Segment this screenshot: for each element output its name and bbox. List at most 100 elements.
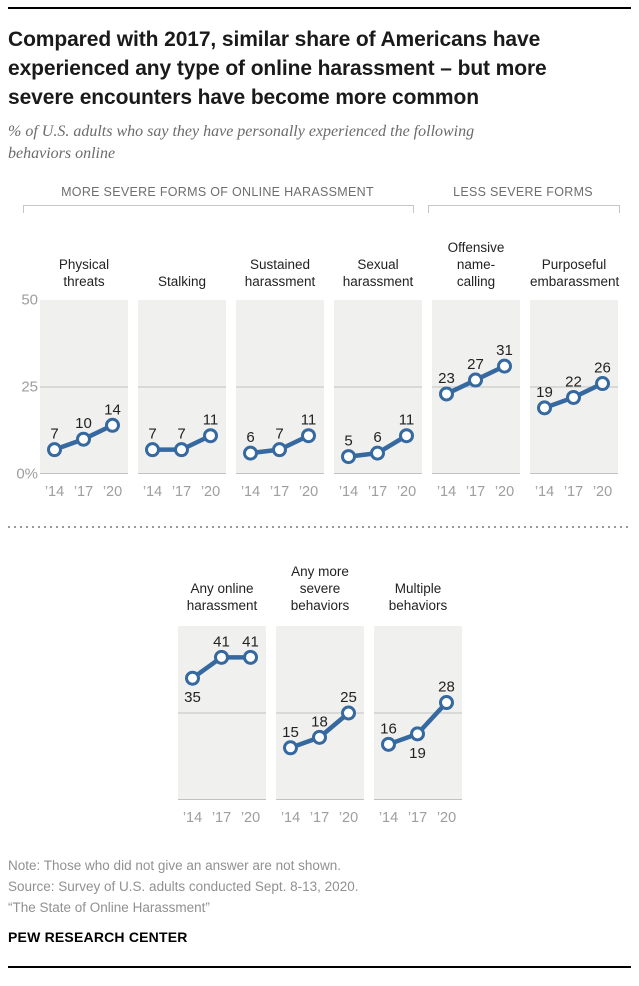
value-label: 11: [399, 412, 415, 429]
data-point: [381, 736, 396, 752]
chart-label-line: harassment: [244, 274, 316, 289]
value-label: 14: [104, 401, 121, 418]
data-point: [243, 445, 258, 461]
chart-page: Compared with 2017, similar share of Ame…: [0, 7, 639, 968]
value-label: 41: [242, 633, 259, 650]
chart-label-line: threats: [63, 274, 105, 289]
chart-label-line: Physical: [58, 257, 110, 272]
pew-research-center-brand: PEW RESEARCH CENTER: [8, 929, 188, 945]
chart-label-any-more-severe-behaviors: Any more severe behaviors: [273, 563, 367, 614]
source-text: Source: Survey of U.S. adults conducted …: [8, 879, 359, 894]
bracket-less-severe: [428, 205, 620, 213]
group-headers: MORE SEVERE FORMS OF ONLINE HARASSMENT L…: [8, 185, 631, 201]
value-label: 5: [344, 433, 352, 450]
data-point: [341, 705, 356, 721]
value-label: 18: [311, 713, 328, 730]
value-label: 7: [177, 426, 185, 443]
chart-label-stalking: Stalking: [135, 273, 229, 290]
data-point: [272, 442, 287, 458]
data-point: [410, 726, 425, 742]
chart-label-physical-threats: Physical threats: [37, 256, 131, 290]
group-header-less-severe: LESS SEVERE FORMS: [453, 185, 593, 199]
value-label: 26: [594, 360, 611, 377]
data-point: [439, 386, 454, 402]
chart-label-line: Purposeful: [541, 257, 607, 272]
chart-label-line: calling: [456, 274, 496, 289]
x-axis-label: ’17: [270, 484, 289, 500]
x-axis-label: ’20: [241, 810, 260, 826]
chart-svg-sexual-harassment: 5 6 11 ’14 ’17 ’20: [334, 300, 422, 500]
value-label: 6: [246, 429, 254, 446]
report-title-text: “The State of Online Harassment”: [8, 900, 210, 915]
value-label: 28: [438, 679, 455, 696]
chart-label-line: behaviors: [290, 598, 350, 613]
value-label: 15: [282, 724, 299, 741]
data-point: [439, 695, 454, 711]
chart-label-line: name-: [456, 257, 496, 272]
chart-stalking: 7 7 11 ’14 ’17 ’20: [138, 300, 226, 507]
chart-label-any-online-harassment: Any online harassment: [175, 580, 269, 614]
chart-svg-stalking: 7 7 11 ’14 ’17 ’20: [138, 300, 226, 500]
subtitle-line: % of U.S. adults who say they have perso…: [8, 123, 475, 140]
data-point: [312, 729, 327, 745]
chart-svg-multiple-behaviors: 16 19 28 ’14 ’17 ’20: [374, 626, 462, 826]
x-axis-label: ’14: [535, 484, 554, 500]
title-line: Compared with 2017, similar share of Ame…: [8, 28, 541, 51]
chart-svg-physical-threats: 7 10 14 ’14 ’17 ’20: [40, 300, 128, 500]
value-label: 10: [75, 415, 92, 432]
chart-label-line: Any online: [190, 581, 254, 596]
x-axis-label: ’14: [45, 484, 64, 500]
y-axis-tick-50: 50: [21, 291, 38, 309]
chart-subtitle: % of U.S. adults who say they have perso…: [8, 121, 631, 165]
top-charts-row: 50 25 0% 7 10 14 ’14 ’17 ’20 7 7 11 ’14 ’17 ’20 6 7 11…: [8, 292, 631, 507]
value-label: 16: [380, 720, 397, 737]
y-axis-tick-25: 25: [21, 378, 38, 396]
data-point: [214, 649, 229, 665]
x-axis-label: ’14: [241, 484, 260, 500]
chart-label-line: Stalking: [157, 274, 207, 289]
x-axis-label: ’20: [299, 484, 318, 500]
bottom-rule: [8, 966, 631, 968]
value-label: 35: [184, 689, 201, 706]
value-label: 41: [213, 633, 230, 650]
group-header-more-severe: MORE SEVERE FORMS OF ONLINE HARASSMENT: [61, 185, 374, 199]
chart-label-line: Sexual: [357, 257, 399, 272]
x-axis-label: ’14: [183, 810, 202, 826]
x-axis-label: ’14: [339, 484, 358, 500]
x-axis-label: ’20: [593, 484, 612, 500]
chart-svg-any-more-severe-behaviors: 15 18 25 ’14 ’17 ’20: [276, 626, 364, 826]
data-point: [203, 428, 218, 444]
chart-label-purposeful-embarassment: Purposeful embarassment: [527, 256, 621, 290]
value-label: 31: [496, 342, 513, 359]
x-axis-label: ’20: [397, 484, 416, 500]
x-axis-label: ’20: [495, 484, 514, 500]
bottom-charts-row: 35 41 41 ’14 ’17 ’20 15 18 25 ’14 ’17 ’20 16 19 28 ’14 ’…: [8, 626, 631, 833]
x-axis-label: ’17: [310, 810, 329, 826]
data-point: [370, 445, 385, 461]
value-label: 19: [409, 745, 426, 762]
bottom-chart-labels-row: Any online harassment Any more severe behavi…: [8, 550, 631, 614]
chart-any-more-severe-behaviors: 15 18 25 ’14 ’17 ’20: [276, 626, 364, 833]
x-axis-label: ’14: [143, 484, 162, 500]
chart-purposeful-embarassment: 19 22 26 ’14 ’17 ’20: [530, 300, 618, 507]
top-chart-labels-row: Physical threats Stalking Sustained harassme…: [8, 220, 631, 290]
value-label: 11: [301, 412, 317, 429]
data-point: [497, 358, 512, 374]
value-label: 25: [340, 689, 357, 706]
x-axis-label: ’20: [103, 484, 122, 500]
chart-label-line: Offensive: [447, 240, 505, 255]
group-brackets: [8, 205, 631, 214]
data-point: [399, 428, 414, 444]
chart-label-offensive-name-calling: Offensive name-calling: [429, 239, 523, 290]
value-label: 23: [438, 370, 455, 387]
page-title: Compared with 2017, similar share of Ame…: [8, 25, 631, 112]
chart-any-online-harassment: 35 41 41 ’14 ’17 ’20: [178, 626, 266, 833]
chart-sustained-harassment: 6 7 11 ’14 ’17 ’20: [236, 300, 324, 507]
chart-offensive-name-calling: 23 27 31 ’14 ’17 ’20: [432, 300, 520, 507]
data-point: [301, 428, 316, 444]
chart-label-line: harassment: [186, 598, 258, 613]
subtitle-line: behaviors online: [8, 145, 116, 162]
title-line: experienced any type of online harassmen…: [8, 57, 547, 80]
chart-label-multiple-behaviors: Multiple behaviors: [371, 580, 465, 614]
title-line: severe encounters have become more commo…: [8, 86, 479, 109]
